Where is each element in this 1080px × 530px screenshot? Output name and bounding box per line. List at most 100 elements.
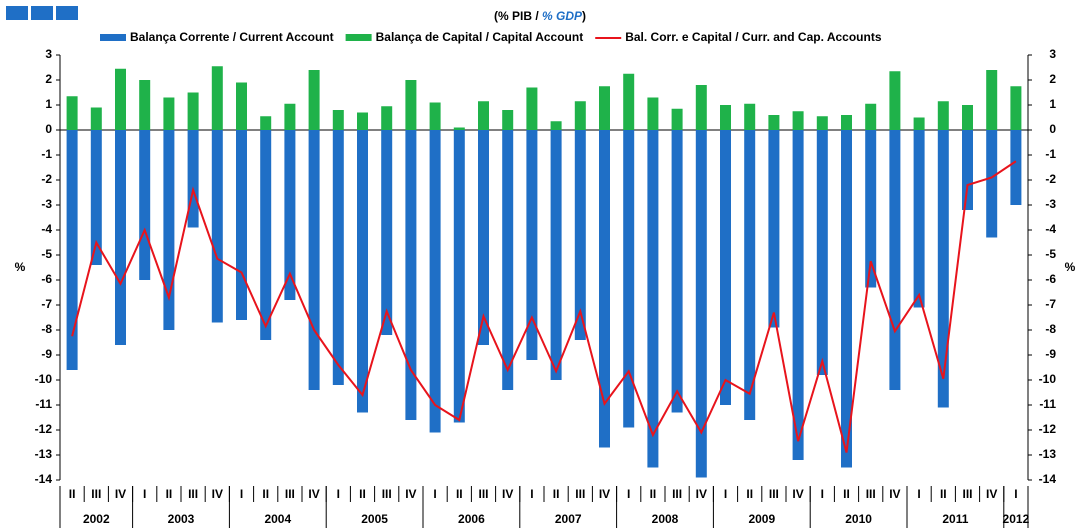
bar — [332, 110, 344, 130]
y-tick-label: -4 — [41, 222, 52, 236]
bar — [236, 82, 247, 130]
bar — [865, 103, 877, 130]
bar — [913, 117, 925, 130]
y2-tick-label: -10 — [1039, 372, 1057, 386]
y-tick-label: -9 — [41, 347, 52, 361]
bar — [284, 130, 296, 300]
year-label: 2012 — [1003, 512, 1030, 526]
y2-tick-label: -4 — [1045, 222, 1056, 236]
y2-tick-label: -14 — [1039, 472, 1057, 486]
y-tick-label: -13 — [35, 447, 53, 461]
bar — [937, 130, 949, 408]
x-tick-label: II — [456, 487, 463, 501]
x-tick-label: IV — [212, 487, 223, 501]
x-tick-label: IV — [986, 487, 997, 501]
bar — [695, 85, 707, 130]
bar — [647, 97, 659, 130]
bar — [550, 121, 562, 130]
x-tick-label: IV — [115, 487, 126, 501]
x-tick-label: IV — [889, 487, 900, 501]
legend-swatch — [100, 34, 126, 41]
x-tick-label: II — [553, 487, 560, 501]
x-tick-label: I — [530, 487, 533, 501]
bar — [986, 70, 998, 130]
x-tick-label: IV — [308, 487, 319, 501]
bar — [889, 130, 901, 390]
x-tick-label: I — [917, 487, 920, 501]
bar — [841, 130, 852, 468]
logo-block — [56, 6, 78, 20]
bar — [453, 130, 465, 423]
y-tick-label: 0 — [45, 122, 52, 136]
bar — [526, 87, 538, 130]
year-label: 2011 — [942, 512, 968, 526]
x-tick-label: III — [285, 487, 295, 501]
bar — [211, 130, 223, 323]
bar — [816, 130, 828, 375]
bar — [260, 130, 272, 340]
y2-tick-label: 0 — [1049, 122, 1056, 136]
legend-swatch — [345, 34, 372, 41]
bar — [623, 130, 635, 428]
bar — [405, 80, 417, 130]
bar — [550, 130, 562, 380]
bar — [236, 130, 247, 320]
bar — [405, 130, 417, 420]
bar — [260, 116, 272, 130]
y2-tick-label: 1 — [1049, 97, 1056, 111]
bar — [962, 130, 973, 210]
bar — [865, 130, 877, 288]
bar — [574, 101, 586, 130]
x-tick-label: I — [627, 487, 630, 501]
bar — [792, 130, 804, 460]
y2-tick-label: -9 — [1045, 347, 1056, 361]
bar — [211, 66, 223, 130]
y-tick-label: -5 — [41, 247, 52, 261]
bar — [66, 96, 78, 130]
bar — [671, 130, 683, 413]
x-tick-label: III — [769, 487, 779, 501]
x-tick-label: III — [672, 487, 682, 501]
bar — [502, 130, 514, 390]
year-label: 2006 — [458, 512, 485, 526]
year-label: 2002 — [83, 512, 110, 526]
bar — [744, 103, 756, 130]
bar — [695, 130, 707, 478]
bar — [357, 112, 368, 130]
y-tick-label: -10 — [35, 372, 53, 386]
x-tick-label: I — [433, 487, 436, 501]
bar — [308, 70, 320, 130]
x-tick-label: II — [843, 487, 850, 501]
x-tick-label: II — [650, 487, 657, 501]
x-tick-label: I — [724, 487, 727, 501]
y2-tick-label: 3 — [1049, 47, 1056, 61]
bar — [187, 130, 199, 228]
bar — [115, 68, 126, 130]
x-tick-label: II — [940, 487, 947, 501]
x-tick-label: II — [69, 487, 76, 501]
y-tick-label: 2 — [45, 72, 52, 86]
chart-title: (% PIB / % GDP) — [494, 9, 586, 23]
bar — [599, 86, 610, 130]
x-tick-label: I — [337, 487, 340, 501]
x-tick-label: II — [746, 487, 753, 501]
bar — [986, 130, 998, 238]
bar — [647, 130, 659, 468]
x-tick-label: I — [240, 487, 243, 501]
logo-block — [31, 6, 53, 20]
bar — [478, 130, 489, 345]
y-tick-label: -8 — [41, 322, 52, 336]
x-tick-label: III — [382, 487, 392, 501]
x-tick-label: II — [262, 487, 269, 501]
bar — [744, 130, 756, 420]
x-tick-label: IV — [599, 487, 610, 501]
x-tick-label: IV — [696, 487, 707, 501]
bar — [139, 80, 151, 130]
y-tick-label: -1 — [41, 147, 52, 161]
bar — [962, 105, 973, 130]
x-tick-label: II — [166, 487, 173, 501]
bar — [308, 130, 320, 390]
bar — [429, 102, 441, 130]
bar — [90, 130, 102, 265]
y2-tick-label: -11 — [1039, 397, 1056, 411]
